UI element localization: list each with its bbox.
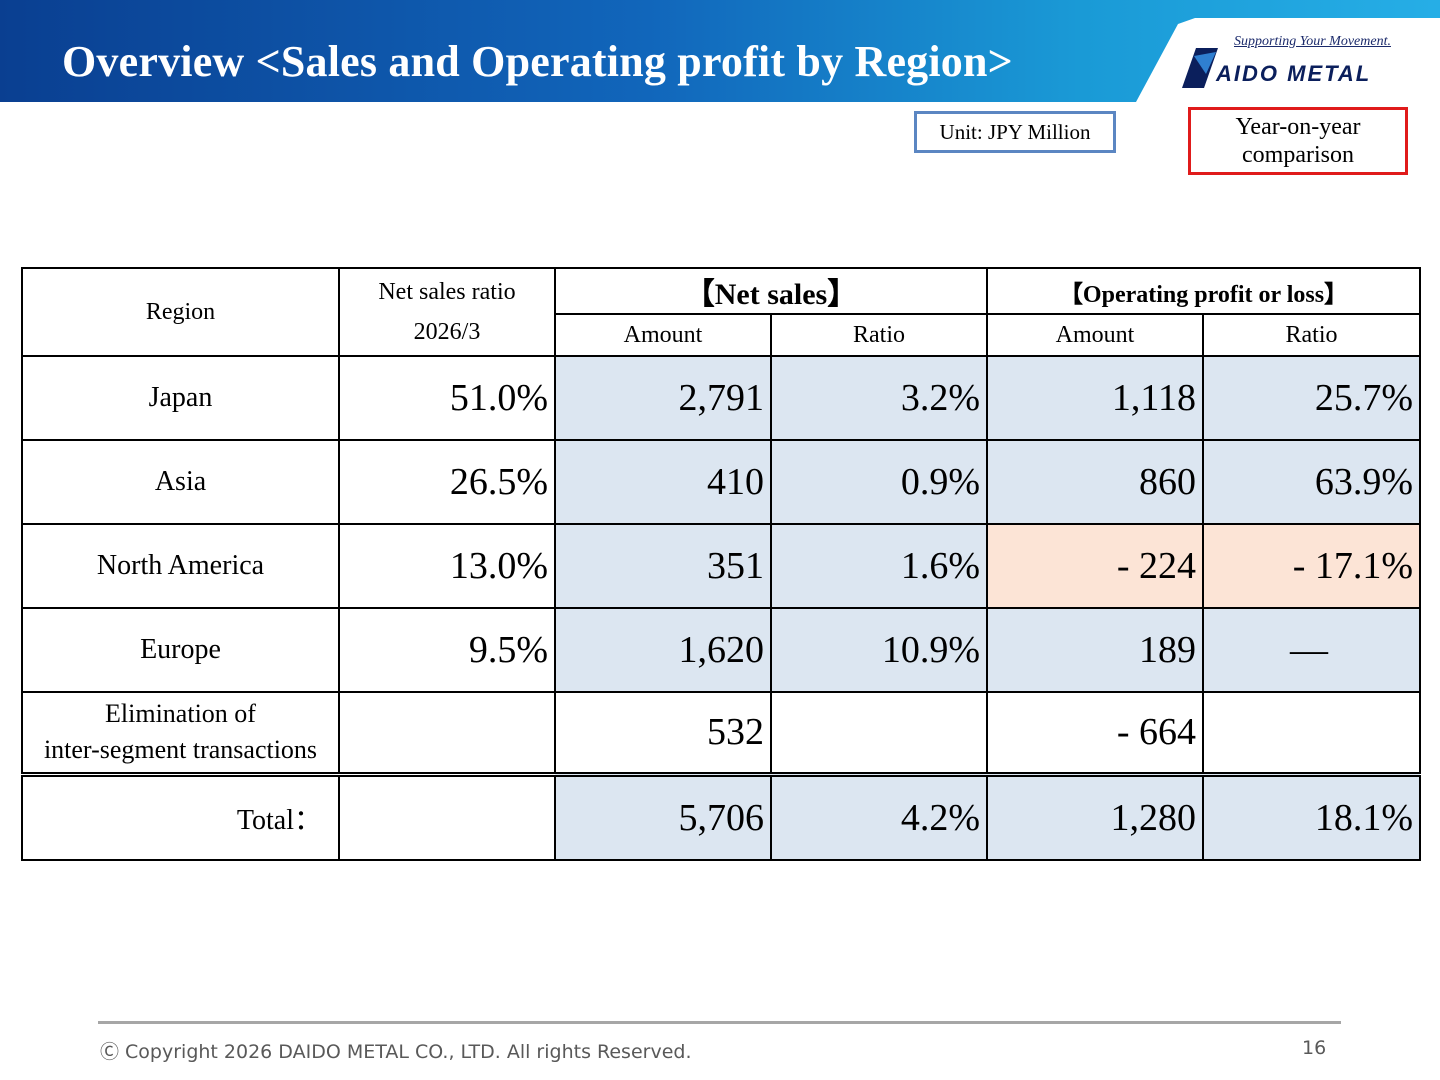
region-name: North America [21,523,340,609]
region-name: Japan [21,355,340,441]
total-row: Total： 5,706 4.2% 1,280 18.1% [21,771,1421,861]
header-region: Region [21,267,340,357]
sales-ratio [338,691,556,775]
table-row: Elimination of inter-segment transaction… [21,691,1421,775]
op-ratio [1202,691,1421,775]
ns-amount: 410 [554,439,772,525]
table-row: Japan 51.0% 2,791 3.2% 1,118 25.7% [21,355,1421,441]
region-name: Asia [21,439,340,525]
region-name-line1: Elimination of [105,699,256,729]
op-ratio: — [1202,607,1421,693]
sales-ratio: 26.5% [338,439,556,525]
region-table: Region Net sales ratio 2026/3 【Net sales… [21,267,1421,861]
header-op-amount: Amount [986,313,1204,357]
header-ratio-line2: 2026/3 [413,319,481,345]
company-logo-icon [1182,48,1218,88]
sales-ratio: 13.0% [338,523,556,609]
ns-ratio: 1.6% [770,523,988,609]
ns-ratio: 10.9% [770,607,988,693]
table-row: Europe 9.5% 1,620 10.9% 189 — [21,607,1421,693]
page-title: Overview <Sales and Operating profit by … [62,37,1013,86]
op-amount: 189 [986,607,1204,693]
op-amount: 860 [986,439,1204,525]
op-ratio: 63.9% [1202,439,1421,525]
company-logo-text: AIDO METAL [1216,61,1372,86]
header-operating-profit: 【Operating profit or loss】 [986,267,1421,315]
region-name-line2: inter-segment transactions [43,735,318,765]
total-op-ratio: 18.1% [1202,771,1421,861]
op-ratio: 25.7% [1202,355,1421,441]
table-row: Asia 26.5% 410 0.9% 860 63.9% [21,439,1421,525]
total-ns-ratio: 4.2% [770,771,988,861]
total-label: Total： [21,771,340,861]
table-row: North America 13.0% 351 1.6% - 224 - 17.… [21,523,1421,609]
ns-amount: 351 [554,523,772,609]
ns-ratio: 3.2% [770,355,988,441]
total-sales-ratio [338,771,556,861]
yoy-label-line1: Year-on-year [1235,114,1361,140]
op-amount: - 664 [986,691,1204,775]
yoy-label-line2: comparison [1242,142,1354,168]
op-amount: - 224 [986,523,1204,609]
ns-ratio [770,691,988,775]
logo-tagline: Supporting Your Movement. [1234,34,1391,49]
op-amount: 1,118 [986,355,1204,441]
sales-ratio: 9.5% [338,607,556,693]
header-net-sales-ratio: Net sales ratio 2026/3 [338,267,556,357]
region-name: Europe [21,607,340,693]
region-name: Elimination of inter-segment transaction… [21,691,340,775]
header-op-ratio: Ratio [1202,313,1421,357]
op-ratio: - 17.1% [1202,523,1421,609]
sales-ratio: 51.0% [338,355,556,441]
copyright-text: Ⓒ Copyright 2026 DAIDO METAL CO., LTD. A… [100,1041,692,1063]
header-net-sales: 【Net sales】 [554,267,988,315]
header-ns-ratio: Ratio [770,313,988,357]
total-ns-amount: 5,706 [554,771,772,861]
page-number: 16 [1302,1037,1327,1059]
ns-amount: 532 [554,691,772,775]
yoy-comparison-label: Year-on-year comparison [1188,107,1408,175]
header-ns-amount: Amount [554,313,772,357]
footer-divider [98,1021,1341,1024]
ns-amount: 1,620 [554,607,772,693]
unit-label: Unit: JPY Million [914,111,1116,153]
ns-ratio: 0.9% [770,439,988,525]
ns-amount: 2,791 [554,355,772,441]
header-ratio-line1: Net sales ratio [378,279,516,305]
total-op-amount: 1,280 [986,771,1204,861]
